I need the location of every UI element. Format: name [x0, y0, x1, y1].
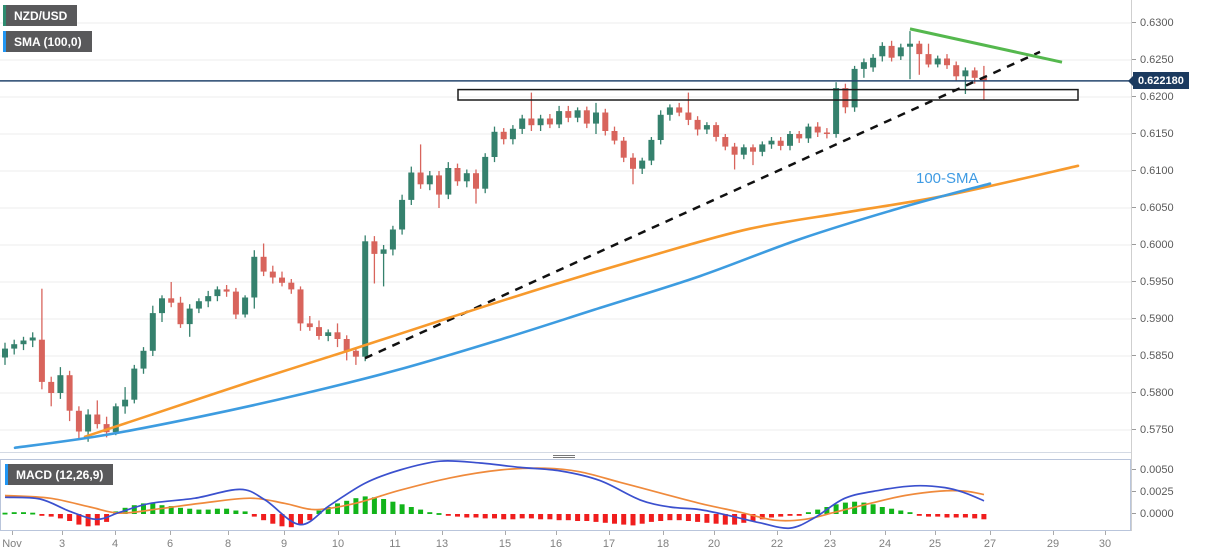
price-axis-tick: 0.6100 [1132, 163, 1174, 178]
time-axis-label: 15 [498, 538, 512, 550]
macd-panel[interactable] [0, 459, 1131, 531]
time-axis-tick [442, 531, 443, 535]
time-axis-tick [170, 531, 171, 535]
price-axis-tick: 0.6150 [1132, 126, 1174, 141]
sma-accent-bar [3, 31, 6, 52]
time-axis-tick [556, 531, 557, 535]
last-price-value: 0.622180 [1138, 74, 1184, 87]
time-axis-label: 27 [983, 538, 997, 550]
price-axis-tick: 0.6250 [1132, 52, 1174, 67]
time-axis-label: 24 [878, 538, 892, 550]
time-axis-label: 9 [280, 538, 288, 550]
sma-annotation-text: 100-SMA [916, 170, 979, 187]
time-axis-label: 20 [707, 538, 721, 550]
time-axis-tick [115, 531, 116, 535]
time-axis-tick [395, 531, 396, 535]
time-axis-tick [777, 531, 778, 535]
time-axis-label: 22 [770, 538, 784, 550]
time-axis-tick [663, 531, 664, 535]
time-axis-label: 6 [166, 538, 174, 550]
symbol-label: NZD/USD [14, 8, 68, 23]
time-axis-label: 8 [224, 538, 232, 550]
time-axis-label: 29 [1046, 538, 1060, 550]
sma-legend[interactable]: SMA (100,0) [3, 31, 92, 52]
macd-histogram [2, 496, 987, 528]
price-axis-tick: 0.6300 [1132, 15, 1174, 30]
candlesticks[interactable] [2, 31, 987, 442]
time-axis-label: 23 [823, 538, 837, 550]
time-axis-label: 17 [602, 538, 616, 550]
time-axis-label: 25 [928, 538, 942, 550]
time-axis-label: 30 [1098, 538, 1112, 550]
macd-axis-tick: 0.0050 [1132, 462, 1174, 477]
time-axis-tick [62, 531, 63, 535]
time-axis-label: Nov [2, 538, 22, 550]
time-axis-label: 10 [331, 538, 345, 550]
macd-legend[interactable]: MACD (12,26,9) [5, 464, 114, 485]
ascending-dashed-trendline[interactable] [364, 50, 1041, 360]
time-axis-label: 16 [549, 538, 563, 550]
symbol-accent-bar [3, 5, 6, 26]
price-axis-tick: 0.6000 [1132, 237, 1174, 252]
time-axis-tick [1053, 531, 1054, 535]
last-price-label: 0.622180 [1128, 72, 1189, 90]
time-axis-tick [1105, 531, 1106, 535]
time-axis-tick [12, 531, 13, 535]
time-axis-label: 4 [111, 538, 119, 550]
macd-main-line [4, 459, 985, 530]
time-axis-label: 11 [389, 538, 401, 550]
time-axis-tick [885, 531, 886, 535]
time-axis-tick [338, 531, 339, 535]
time-axis-tick [228, 531, 229, 535]
macd-signal-line [4, 467, 985, 522]
macd-label: MACD (12,26,9) [16, 467, 104, 482]
price-axis-tick: 0.5950 [1132, 274, 1174, 289]
price-axis-tick: 0.5850 [1132, 348, 1174, 363]
symbol-legend[interactable]: NZD/USD [3, 5, 78, 26]
macd-axis-tick: 0.0000 [1132, 506, 1174, 521]
time-axis-tick [609, 531, 610, 535]
price-axis-tick: 0.6200 [1132, 89, 1174, 104]
time-axis-tick [990, 531, 991, 535]
resistance-box[interactable] [457, 88, 1079, 101]
price-axis[interactable]: 0.622180 0.6300 0.6250 0.6200 0.6150 0.6100 0… [1128, 0, 1207, 531]
macd-plot[interactable] [0, 459, 1131, 531]
price-axis-tick: 0.5900 [1132, 311, 1174, 326]
macd-accent-bar [5, 464, 8, 485]
time-axis-label: 3 [58, 538, 66, 550]
sma-label: SMA (100,0) [14, 34, 82, 49]
time-axis-label: 18 [656, 538, 670, 550]
price-axis-tick: 0.5750 [1132, 422, 1174, 437]
time-axis-tick [714, 531, 715, 535]
time-axis-tick [505, 531, 506, 535]
gridlines [0, 22, 1131, 431]
sma-orange-line[interactable] [83, 164, 1080, 438]
time-axis-tick [830, 531, 831, 535]
price-axis-tick: 0.5800 [1132, 385, 1174, 400]
sma-blue-line[interactable] [13, 182, 992, 450]
price-axis-tick: 0.6050 [1132, 200, 1174, 215]
candlestick-plot[interactable] [0, 0, 1131, 452]
descending-green-trendline[interactable] [909, 27, 1063, 64]
time-axis[interactable]: Nov 3 4 6 8 9 10 11 13 15 16 17 18 20 22 23 24 25 27 29 30 [0, 531, 1131, 555]
time-axis-tick [284, 531, 285, 535]
main-chart[interactable]: NZD/USD SMA (100,0) 100-SMA [0, 0, 1131, 452]
macd-axis-tick: 0.0025 [1132, 484, 1174, 499]
time-axis-tick [935, 531, 936, 535]
time-axis-label: 13 [435, 538, 449, 550]
